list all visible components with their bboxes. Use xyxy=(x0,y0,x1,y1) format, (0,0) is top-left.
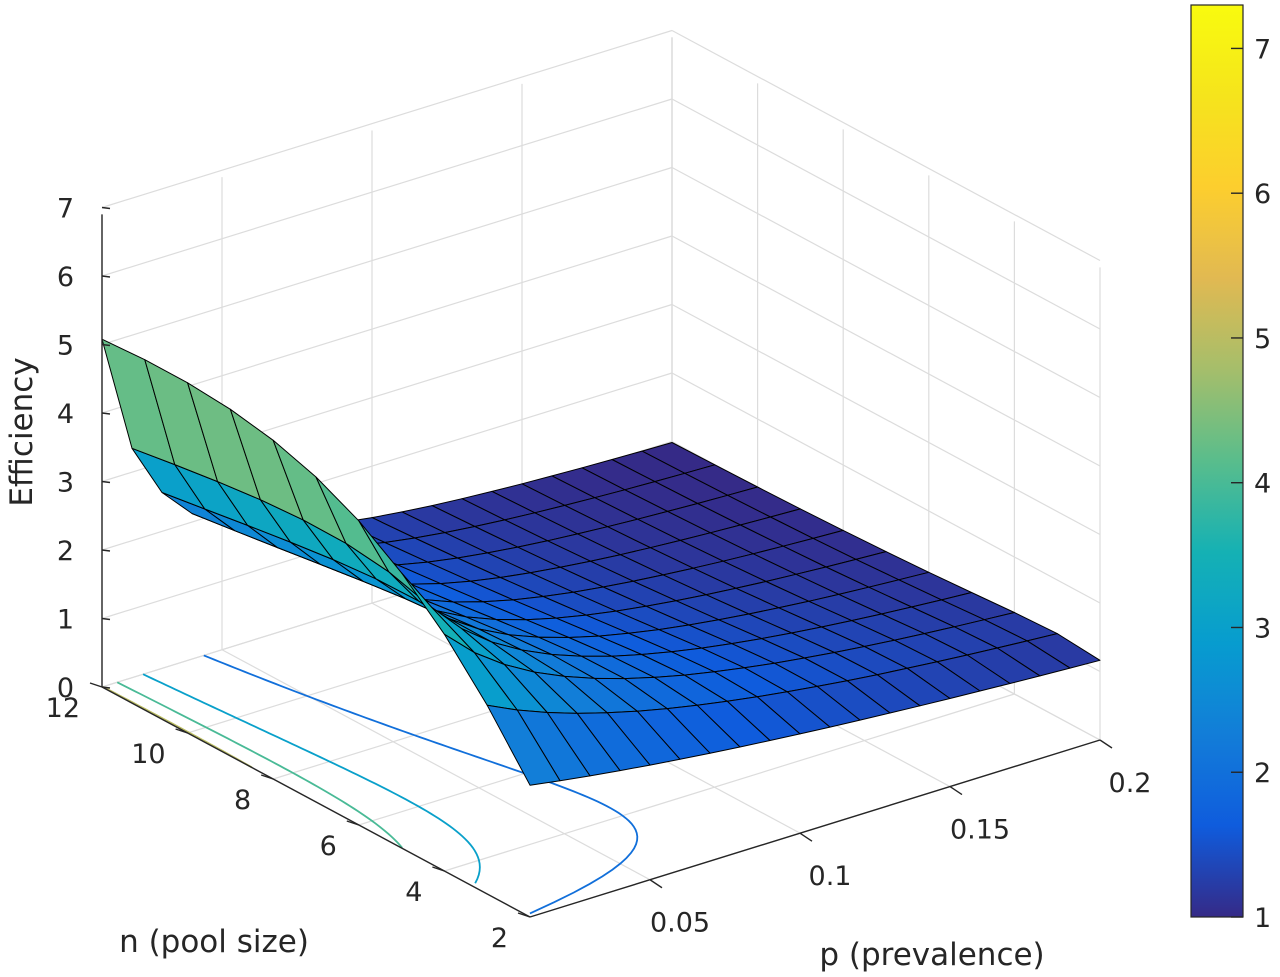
grid-line xyxy=(671,235,1101,467)
z-tick-mark xyxy=(101,686,111,689)
y-tick-mark xyxy=(346,820,360,826)
grid-line xyxy=(101,98,673,277)
colorbar-tick-label: 5 xyxy=(1254,324,1271,355)
x-tick-label: 0.1 xyxy=(809,861,852,892)
colorbar-tick-label: 6 xyxy=(1254,179,1271,210)
grid-line xyxy=(671,29,1101,262)
y-tick-label: 4 xyxy=(405,877,422,908)
x-tick-label: 0.15 xyxy=(950,815,1010,846)
grid-line xyxy=(101,166,673,346)
colorbar-ticks: 1 2 3 4 5 6 7 xyxy=(1231,34,1271,934)
y-tick-label: 12 xyxy=(46,693,80,724)
grid-line xyxy=(101,29,673,209)
z-tick-label: 7 xyxy=(57,194,74,225)
z-tick-mark xyxy=(101,412,111,415)
axes-lines xyxy=(101,214,1101,918)
z-tick-label: 3 xyxy=(57,468,74,499)
grid-line xyxy=(671,98,1101,330)
x-tick-label: 0.2 xyxy=(1109,768,1152,799)
grid-line xyxy=(101,235,673,414)
x-tick-mark xyxy=(799,832,813,842)
grid-line xyxy=(101,372,673,551)
z-tick-mark xyxy=(101,617,111,621)
contour-line xyxy=(203,654,639,915)
colorbar-tick-label: 2 xyxy=(1254,758,1271,789)
x-tick-mark xyxy=(1099,739,1113,749)
z-tick-mark xyxy=(101,549,111,552)
z-tick-label: 6 xyxy=(57,262,74,293)
x-axis-line xyxy=(529,739,1101,918)
z-tick-mark xyxy=(101,206,111,210)
x-tick-label: 0.05 xyxy=(650,908,710,939)
z-tick-label: 2 xyxy=(57,536,74,567)
contour-line xyxy=(116,681,403,849)
y-tick-mark xyxy=(260,774,274,780)
surface-mesh xyxy=(101,338,1101,786)
z-tick-mark xyxy=(101,275,111,278)
colorbar xyxy=(1190,4,1244,918)
grid-line xyxy=(671,303,1101,536)
x-axis-label: p (prevalence) xyxy=(819,937,1044,973)
floor-contours xyxy=(102,654,639,915)
z-tick-mark xyxy=(101,480,111,484)
x-tick-mark xyxy=(949,785,963,796)
x-tick-mark xyxy=(649,879,663,889)
z-tick-label: 5 xyxy=(57,331,74,362)
y-tick-mark xyxy=(432,866,445,872)
z-tick-label: 0 xyxy=(57,673,74,704)
grid-line xyxy=(671,372,1101,604)
z-axis-label: Efficiency xyxy=(4,357,40,506)
y-axis-label: n (pool size) xyxy=(119,924,309,960)
colorbar-tick-label: 3 xyxy=(1254,613,1271,644)
grid-line xyxy=(671,166,1101,399)
z-tick-mark xyxy=(101,343,111,347)
y-axis-line xyxy=(101,686,531,918)
z-tick-label: 4 xyxy=(57,399,74,430)
contour-line xyxy=(142,673,481,884)
y-tick-mark xyxy=(175,728,188,734)
surface-cell xyxy=(486,704,561,786)
y-tick-mark xyxy=(89,682,103,688)
colorbar-tick-label: 7 xyxy=(1254,34,1271,65)
contour-line xyxy=(102,685,253,769)
y-tick-label: 10 xyxy=(131,739,165,770)
grid-line xyxy=(221,649,651,881)
colorbar-tick-label: 1 xyxy=(1254,903,1271,934)
z-tick-label: 1 xyxy=(57,605,74,636)
y-tick-label: 6 xyxy=(320,831,337,862)
y-tick-mark xyxy=(517,912,531,918)
colorbar-tick-label: 4 xyxy=(1254,469,1271,500)
y-tick-label: 2 xyxy=(491,923,508,954)
y-tick-label: 8 xyxy=(234,785,251,816)
grid-line xyxy=(444,693,1015,872)
